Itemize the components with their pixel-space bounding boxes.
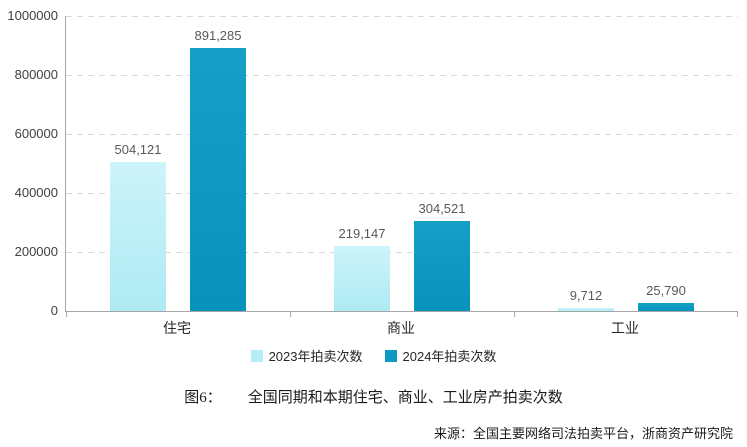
source-note: 来源：全国主要网络司法拍卖平台，浙商资产研究院	[433, 426, 733, 441]
x-axis-tick	[737, 312, 738, 317]
bar-value-label: 504,121	[114, 142, 162, 157]
y-axis-tick-label: 800000	[14, 67, 58, 82]
y-axis-tick-label: 600000	[14, 126, 58, 141]
figure-title: 全国同期和本期住宅、商业、工业房产拍卖次数	[247, 390, 563, 406]
h-gridline	[66, 252, 738, 253]
x-axis-tick	[66, 312, 67, 317]
x-axis-tick	[290, 312, 291, 317]
bar-2024年拍卖次数-商业	[414, 221, 470, 311]
bar-2023年拍卖次数-商业	[334, 246, 390, 311]
figure-number: 图6：	[184, 390, 222, 406]
y-axis-tick-label: 1000000	[7, 8, 58, 23]
bar-value-label: 304,521	[418, 201, 466, 216]
bar-value-label: 891,285	[194, 28, 242, 43]
bar-chart: 504,121 219,147 9,712 891,285 304,521 25,790 …	[0, 8, 747, 365]
legend-item-2023: 2023年拍卖次数	[250, 346, 363, 365]
bar-2023年拍卖次数-工业	[558, 308, 614, 311]
legend-swatch-2023	[250, 349, 263, 362]
legend-swatch-2024	[384, 349, 397, 362]
bar-2024年拍卖次数-住宅	[190, 48, 246, 311]
x-axis-category-label: 工业	[611, 320, 639, 336]
y-axis-tick-label: 400000	[14, 185, 58, 200]
y-axis-tick-label: 0	[50, 303, 58, 318]
legend-label-2023: 2023年拍卖次数	[268, 349, 363, 364]
legend-item-2024: 2024年拍卖次数	[384, 346, 497, 365]
legend: 2023年拍卖次数 2024年拍卖次数	[0, 346, 747, 365]
bar-value-label: 219,147	[338, 226, 386, 241]
figure-caption: 图6： 全国同期和本期住宅、商业、工业房产拍卖次数	[0, 386, 747, 407]
x-axis-tick	[514, 312, 515, 317]
bar-value-label: 9,712	[569, 288, 603, 303]
h-gridline	[66, 134, 738, 135]
bar-2023年拍卖次数-住宅	[110, 162, 166, 311]
bar-value-label: 25,790	[646, 283, 686, 298]
x-axis-category-label: 商业	[387, 320, 415, 336]
h-gridline	[66, 193, 738, 194]
h-gridline	[66, 75, 738, 76]
h-gridline	[66, 16, 738, 17]
bar-2024年拍卖次数-工业	[638, 303, 694, 311]
x-axis-category-label: 住宅	[163, 320, 191, 336]
plot-area: 504,121 219,147 9,712 891,285 304,521 25,790	[65, 16, 738, 317]
y-axis-tick-label: 200000	[14, 244, 58, 259]
legend-label-2024: 2024年拍卖次数	[402, 349, 497, 364]
